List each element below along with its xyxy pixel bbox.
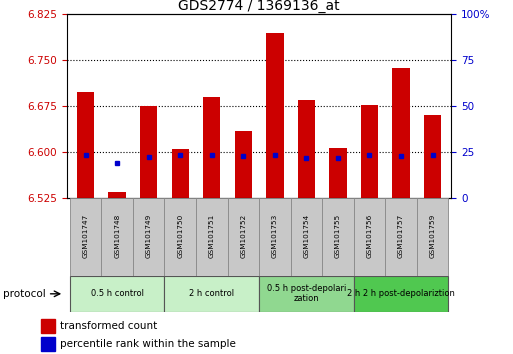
FancyBboxPatch shape — [196, 198, 228, 276]
Text: protocol: protocol — [3, 289, 45, 299]
Text: 0.5 h post-depolari
zation: 0.5 h post-depolari zation — [267, 285, 346, 303]
FancyBboxPatch shape — [165, 276, 259, 312]
FancyBboxPatch shape — [70, 276, 165, 312]
FancyBboxPatch shape — [70, 198, 102, 276]
FancyBboxPatch shape — [385, 198, 417, 276]
Text: 0.5 h control: 0.5 h control — [91, 289, 144, 298]
Bar — [77, 92, 94, 198]
Bar — [392, 68, 410, 198]
Text: GSM101748: GSM101748 — [114, 213, 120, 258]
Text: GSM101750: GSM101750 — [177, 213, 183, 258]
FancyBboxPatch shape — [322, 198, 353, 276]
Bar — [329, 148, 347, 198]
Bar — [41, 319, 55, 333]
Text: 2 h control: 2 h control — [189, 289, 234, 298]
FancyBboxPatch shape — [353, 198, 385, 276]
FancyBboxPatch shape — [165, 198, 196, 276]
Bar — [361, 105, 378, 198]
Text: GSM101755: GSM101755 — [335, 213, 341, 258]
Title: GDS2774 / 1369136_at: GDS2774 / 1369136_at — [178, 0, 340, 13]
Text: GSM101749: GSM101749 — [146, 213, 152, 258]
FancyBboxPatch shape — [228, 198, 259, 276]
Bar — [266, 33, 284, 198]
Bar — [140, 106, 157, 198]
FancyBboxPatch shape — [133, 198, 165, 276]
Text: GSM101756: GSM101756 — [366, 213, 372, 258]
Text: percentile rank within the sample: percentile rank within the sample — [60, 339, 235, 349]
Text: GSM101757: GSM101757 — [398, 213, 404, 258]
FancyBboxPatch shape — [259, 198, 290, 276]
Text: transformed count: transformed count — [60, 321, 157, 331]
Bar — [298, 100, 315, 198]
Bar — [424, 115, 441, 198]
Text: 2 h 2 h post-depolariztion: 2 h 2 h post-depolariztion — [347, 289, 455, 298]
Text: GSM101759: GSM101759 — [429, 213, 436, 258]
FancyBboxPatch shape — [102, 198, 133, 276]
Text: GSM101751: GSM101751 — [209, 213, 215, 258]
Bar — [108, 192, 126, 198]
FancyBboxPatch shape — [353, 276, 448, 312]
Text: GSM101747: GSM101747 — [83, 213, 89, 258]
FancyBboxPatch shape — [259, 276, 353, 312]
Text: GSM101753: GSM101753 — [272, 213, 278, 258]
Bar — [203, 97, 221, 198]
FancyBboxPatch shape — [290, 198, 322, 276]
Bar — [234, 131, 252, 198]
Bar — [171, 149, 189, 198]
Bar — [41, 337, 55, 351]
Text: GSM101752: GSM101752 — [240, 213, 246, 258]
FancyBboxPatch shape — [417, 198, 448, 276]
Text: GSM101754: GSM101754 — [303, 213, 309, 258]
